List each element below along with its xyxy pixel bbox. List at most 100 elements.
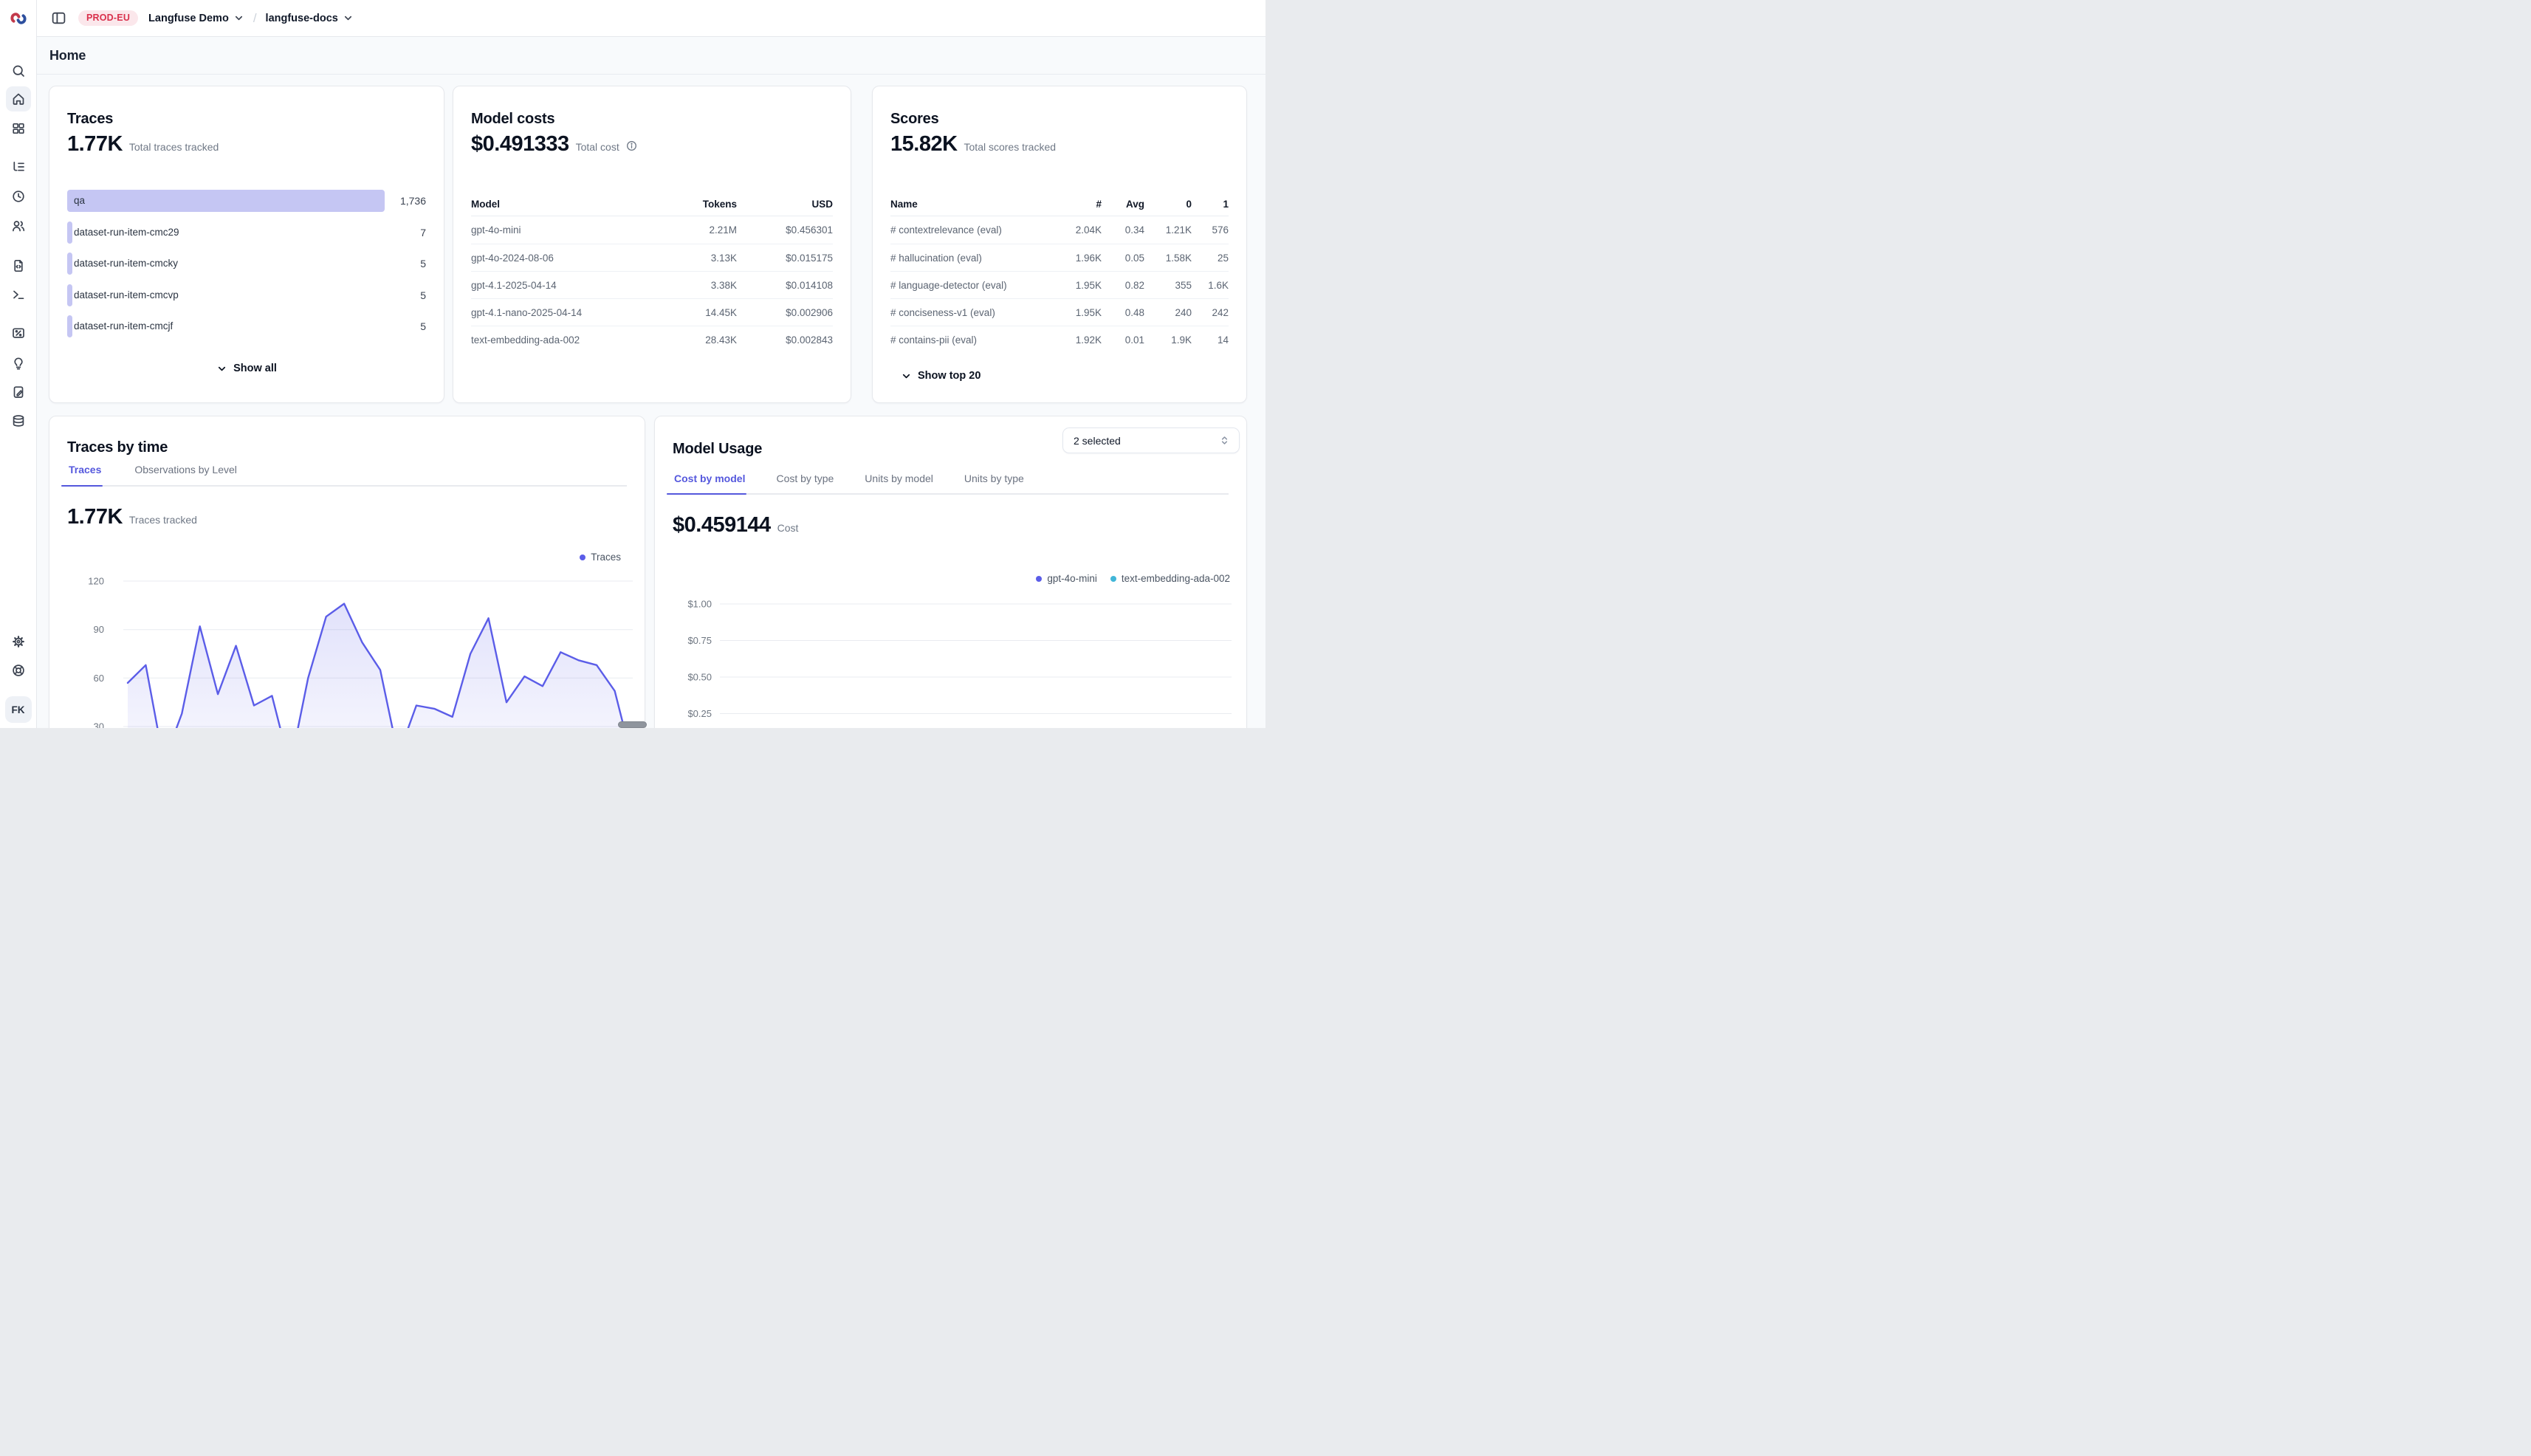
row-value: 0.34 xyxy=(1102,224,1144,236)
trace-bar-row[interactable]: dataset-run-item-cmcvp5 xyxy=(67,284,426,306)
row-label: gpt-4.1-nano-2025-04-14 xyxy=(471,307,656,318)
trace-bar-row[interactable]: qa1,736 xyxy=(67,190,426,212)
sidebar-toggle-icon[interactable] xyxy=(49,9,68,28)
trace-count: 5 xyxy=(420,284,426,306)
trace-count: 5 xyxy=(420,253,426,275)
sidebar-item-home[interactable] xyxy=(6,86,31,111)
svg-text:90: 90 xyxy=(94,624,104,635)
row-value: 355 xyxy=(1144,280,1192,291)
chevron-down-icon xyxy=(233,13,244,24)
trace-bar xyxy=(67,190,385,212)
svg-text:60: 60 xyxy=(94,673,104,684)
table-header: Model Tokens USD xyxy=(471,194,833,216)
col-avg: Avg xyxy=(1102,199,1144,210)
tracing-icon xyxy=(11,159,26,174)
chevrons-up-down-icon xyxy=(1219,435,1230,446)
row-value: 1.6K xyxy=(1192,280,1229,291)
traces-tracked-total: 1.77K xyxy=(67,505,123,529)
sidebar-item-support[interactable] xyxy=(6,658,31,683)
info-icon[interactable] xyxy=(626,140,637,155)
row-label: gpt-4o-2024-08-06 xyxy=(471,253,656,264)
trace-bar xyxy=(67,315,72,337)
tab-units-by-type[interactable]: Units by type xyxy=(964,473,1024,484)
row-value: 0.82 xyxy=(1102,280,1144,291)
sidebar-item-database[interactable] xyxy=(6,408,31,433)
row-label: # conciseness-v1 (eval) xyxy=(890,307,1054,318)
sidebar-item-tracing[interactable] xyxy=(6,154,31,179)
table-row: # language-detector (eval)1.95K0.823551.… xyxy=(890,271,1229,298)
sidebar-item-dashboards[interactable] xyxy=(6,116,31,141)
tab-cost-by-type[interactable]: Cost by type xyxy=(776,473,834,484)
row-value: 0.05 xyxy=(1102,253,1144,264)
model-costs-title: Model costs xyxy=(471,111,554,128)
sidebar-item-settings[interactable] xyxy=(6,629,31,654)
avatar[interactable]: FK xyxy=(5,696,32,723)
traces-tracked-caption: Traces tracked xyxy=(129,514,197,526)
tab-track xyxy=(61,485,627,487)
dashboards-icon xyxy=(11,121,26,136)
sidebar-item-playground[interactable] xyxy=(6,282,31,307)
traces-card: Traces 1.77K Total traces tracked qa1,73… xyxy=(49,86,444,403)
tab-units-by-model[interactable]: Units by model xyxy=(865,473,933,484)
model-select[interactable]: 2 selected xyxy=(1062,427,1240,453)
row-value: 1.9K xyxy=(1144,334,1192,346)
evaluation-icon xyxy=(11,326,26,340)
trace-bar-row[interactable]: dataset-run-item-cmc297 xyxy=(67,222,426,244)
sidebar-item-sessions[interactable] xyxy=(6,184,31,209)
model-costs-caption: Total cost xyxy=(576,141,619,153)
row-value: 0.01 xyxy=(1102,334,1144,346)
table-row: gpt-4.1-2025-04-143.38K$0.014108 xyxy=(471,271,833,298)
col-count: # xyxy=(1054,199,1102,210)
legend-item-traces: Traces xyxy=(580,552,621,563)
sidebar-item-datasets[interactable] xyxy=(6,380,31,405)
row-value: 0.48 xyxy=(1102,307,1144,318)
table-row: gpt-4o-2024-08-063.13K$0.015175 xyxy=(471,244,833,271)
tab-traces[interactable]: Traces xyxy=(69,464,101,475)
trace-count: 7 xyxy=(420,222,426,244)
scores-card: Scores 15.82K Total scores tracked Name … xyxy=(872,86,1247,403)
show-all-button[interactable]: Show all xyxy=(49,363,444,374)
table-row: # contextrelevance (eval)2.04K0.341.21K5… xyxy=(890,216,1229,244)
page-title: Home xyxy=(49,48,86,63)
tab-observations-by-level[interactable]: Observations by Level xyxy=(134,464,237,475)
tab-cost-by-model[interactable]: Cost by model xyxy=(674,473,745,484)
sidebar-item-prompts[interactable] xyxy=(6,253,31,278)
model-costs-table: Model Tokens USD gpt-4o-mini2.21M$0.4563… xyxy=(471,194,833,353)
sidebar-item-evaluation[interactable] xyxy=(6,320,31,346)
sidebar-item-insights[interactable] xyxy=(6,351,31,376)
svg-text:120: 120 xyxy=(88,576,104,587)
users-icon xyxy=(11,219,26,233)
col-one: 1 xyxy=(1192,199,1229,210)
col-model: Model xyxy=(471,199,656,210)
support-icon xyxy=(11,663,26,678)
show-top-20-button[interactable]: Show top 20 xyxy=(901,370,981,382)
project-name: langfuse-docs xyxy=(266,13,338,24)
traces-card-title: Traces xyxy=(67,111,113,128)
horizontal-scrollbar-thumb[interactable] xyxy=(618,721,647,728)
show-all-label: Show all xyxy=(233,363,277,374)
scores-table: Name # Avg 0 1 # contextrelevance (eval)… xyxy=(890,194,1229,353)
langfuse-logo-icon[interactable] xyxy=(9,9,28,28)
avatar-initials: FK xyxy=(12,704,25,715)
chart-legend: gpt-4o-mini text-embedding-ada-002 xyxy=(1036,573,1230,584)
sidebar-item-search[interactable] xyxy=(6,58,31,83)
trace-bar xyxy=(67,222,72,244)
sidebar-item-users[interactable] xyxy=(6,213,31,238)
table-row: # contains-pii (eval)1.92K0.011.9K14 xyxy=(890,326,1229,353)
row-value: 25 xyxy=(1192,253,1229,264)
row-value: 14.45K xyxy=(656,307,737,318)
environment-badge: PROD-EU xyxy=(78,10,138,26)
row-value: 3.13K xyxy=(656,253,737,264)
sidebar: FK xyxy=(0,0,37,728)
svg-text:30: 30 xyxy=(94,721,104,729)
trace-bar-row[interactable]: dataset-run-item-cmcky5 xyxy=(67,253,426,275)
org-switcher[interactable]: Langfuse Demo xyxy=(148,13,244,24)
trace-bar xyxy=(67,253,72,275)
prompts-icon xyxy=(11,258,26,273)
table-row: # conciseness-v1 (eval)1.95K0.48240242 xyxy=(890,298,1229,326)
col-usd: USD xyxy=(737,199,833,210)
project-switcher[interactable]: langfuse-docs xyxy=(266,13,354,24)
trace-bar-row[interactable]: dataset-run-item-cmcjf5 xyxy=(67,315,426,337)
trace-count: 1,736 xyxy=(400,190,426,212)
row-value: 240 xyxy=(1144,307,1192,318)
